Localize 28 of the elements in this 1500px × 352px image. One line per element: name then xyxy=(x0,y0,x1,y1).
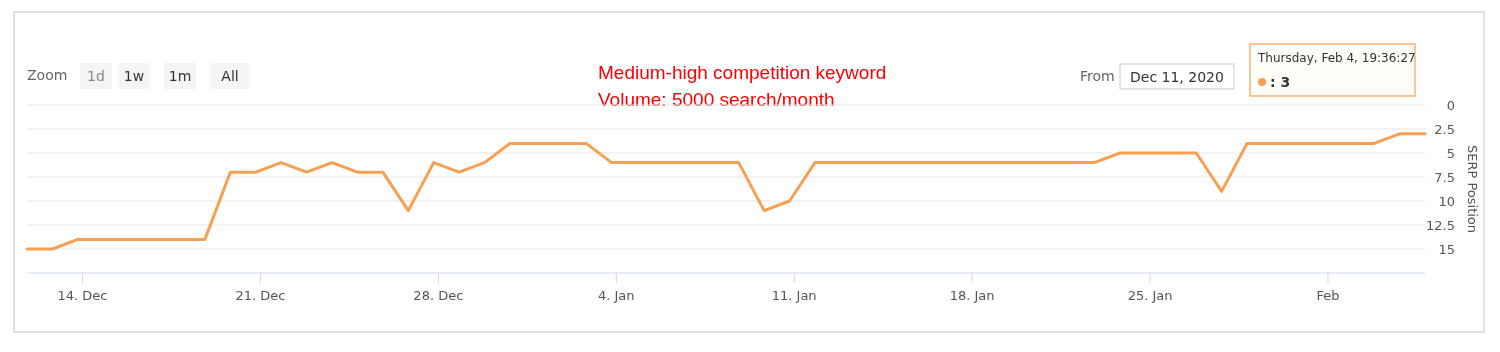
y-tick-label: 0 xyxy=(1446,97,1455,113)
x-tick-label: 25. Jan xyxy=(1127,288,1173,303)
y-tick-label: 5 xyxy=(1446,145,1455,161)
y-tick-label: 12.5 xyxy=(1426,217,1455,233)
y-tick-label: 10 xyxy=(1438,193,1455,209)
x-tick-label: 11. Jan xyxy=(771,288,817,303)
y-axis-title: SERP Position xyxy=(1465,144,1480,234)
x-tick-label: 4. Jan xyxy=(597,288,635,303)
text: From xyxy=(1080,68,1115,84)
text: 1d xyxy=(87,68,105,84)
x-tick-label: 18. Jan xyxy=(949,288,995,303)
x-tick-label: 21. Dec xyxy=(235,288,286,303)
text: : 3 xyxy=(1270,74,1291,90)
text: Thursday, Feb 4, 19:36:27 xyxy=(1257,51,1416,65)
y-tick-label: 2.5 xyxy=(1434,121,1455,137)
text: Dec 11, 2020 xyxy=(1130,69,1224,85)
line-series xyxy=(25,132,1427,251)
annotation: Volume: 5000 search/month xyxy=(598,89,835,110)
x-tick-label: Feb xyxy=(1316,288,1340,303)
x-tick-label: 28. Dec xyxy=(413,288,464,303)
x-tick-label: 14. Dec xyxy=(57,288,108,303)
y-tick-label: 7.5 xyxy=(1434,169,1455,185)
text: All xyxy=(221,68,239,84)
text: Medium-high competition keyword xyxy=(598,62,887,83)
text: 1m xyxy=(168,68,192,84)
y-tick-label: 15 xyxy=(1438,241,1455,257)
text: 1w xyxy=(123,68,145,84)
text: Zoom xyxy=(27,67,68,83)
